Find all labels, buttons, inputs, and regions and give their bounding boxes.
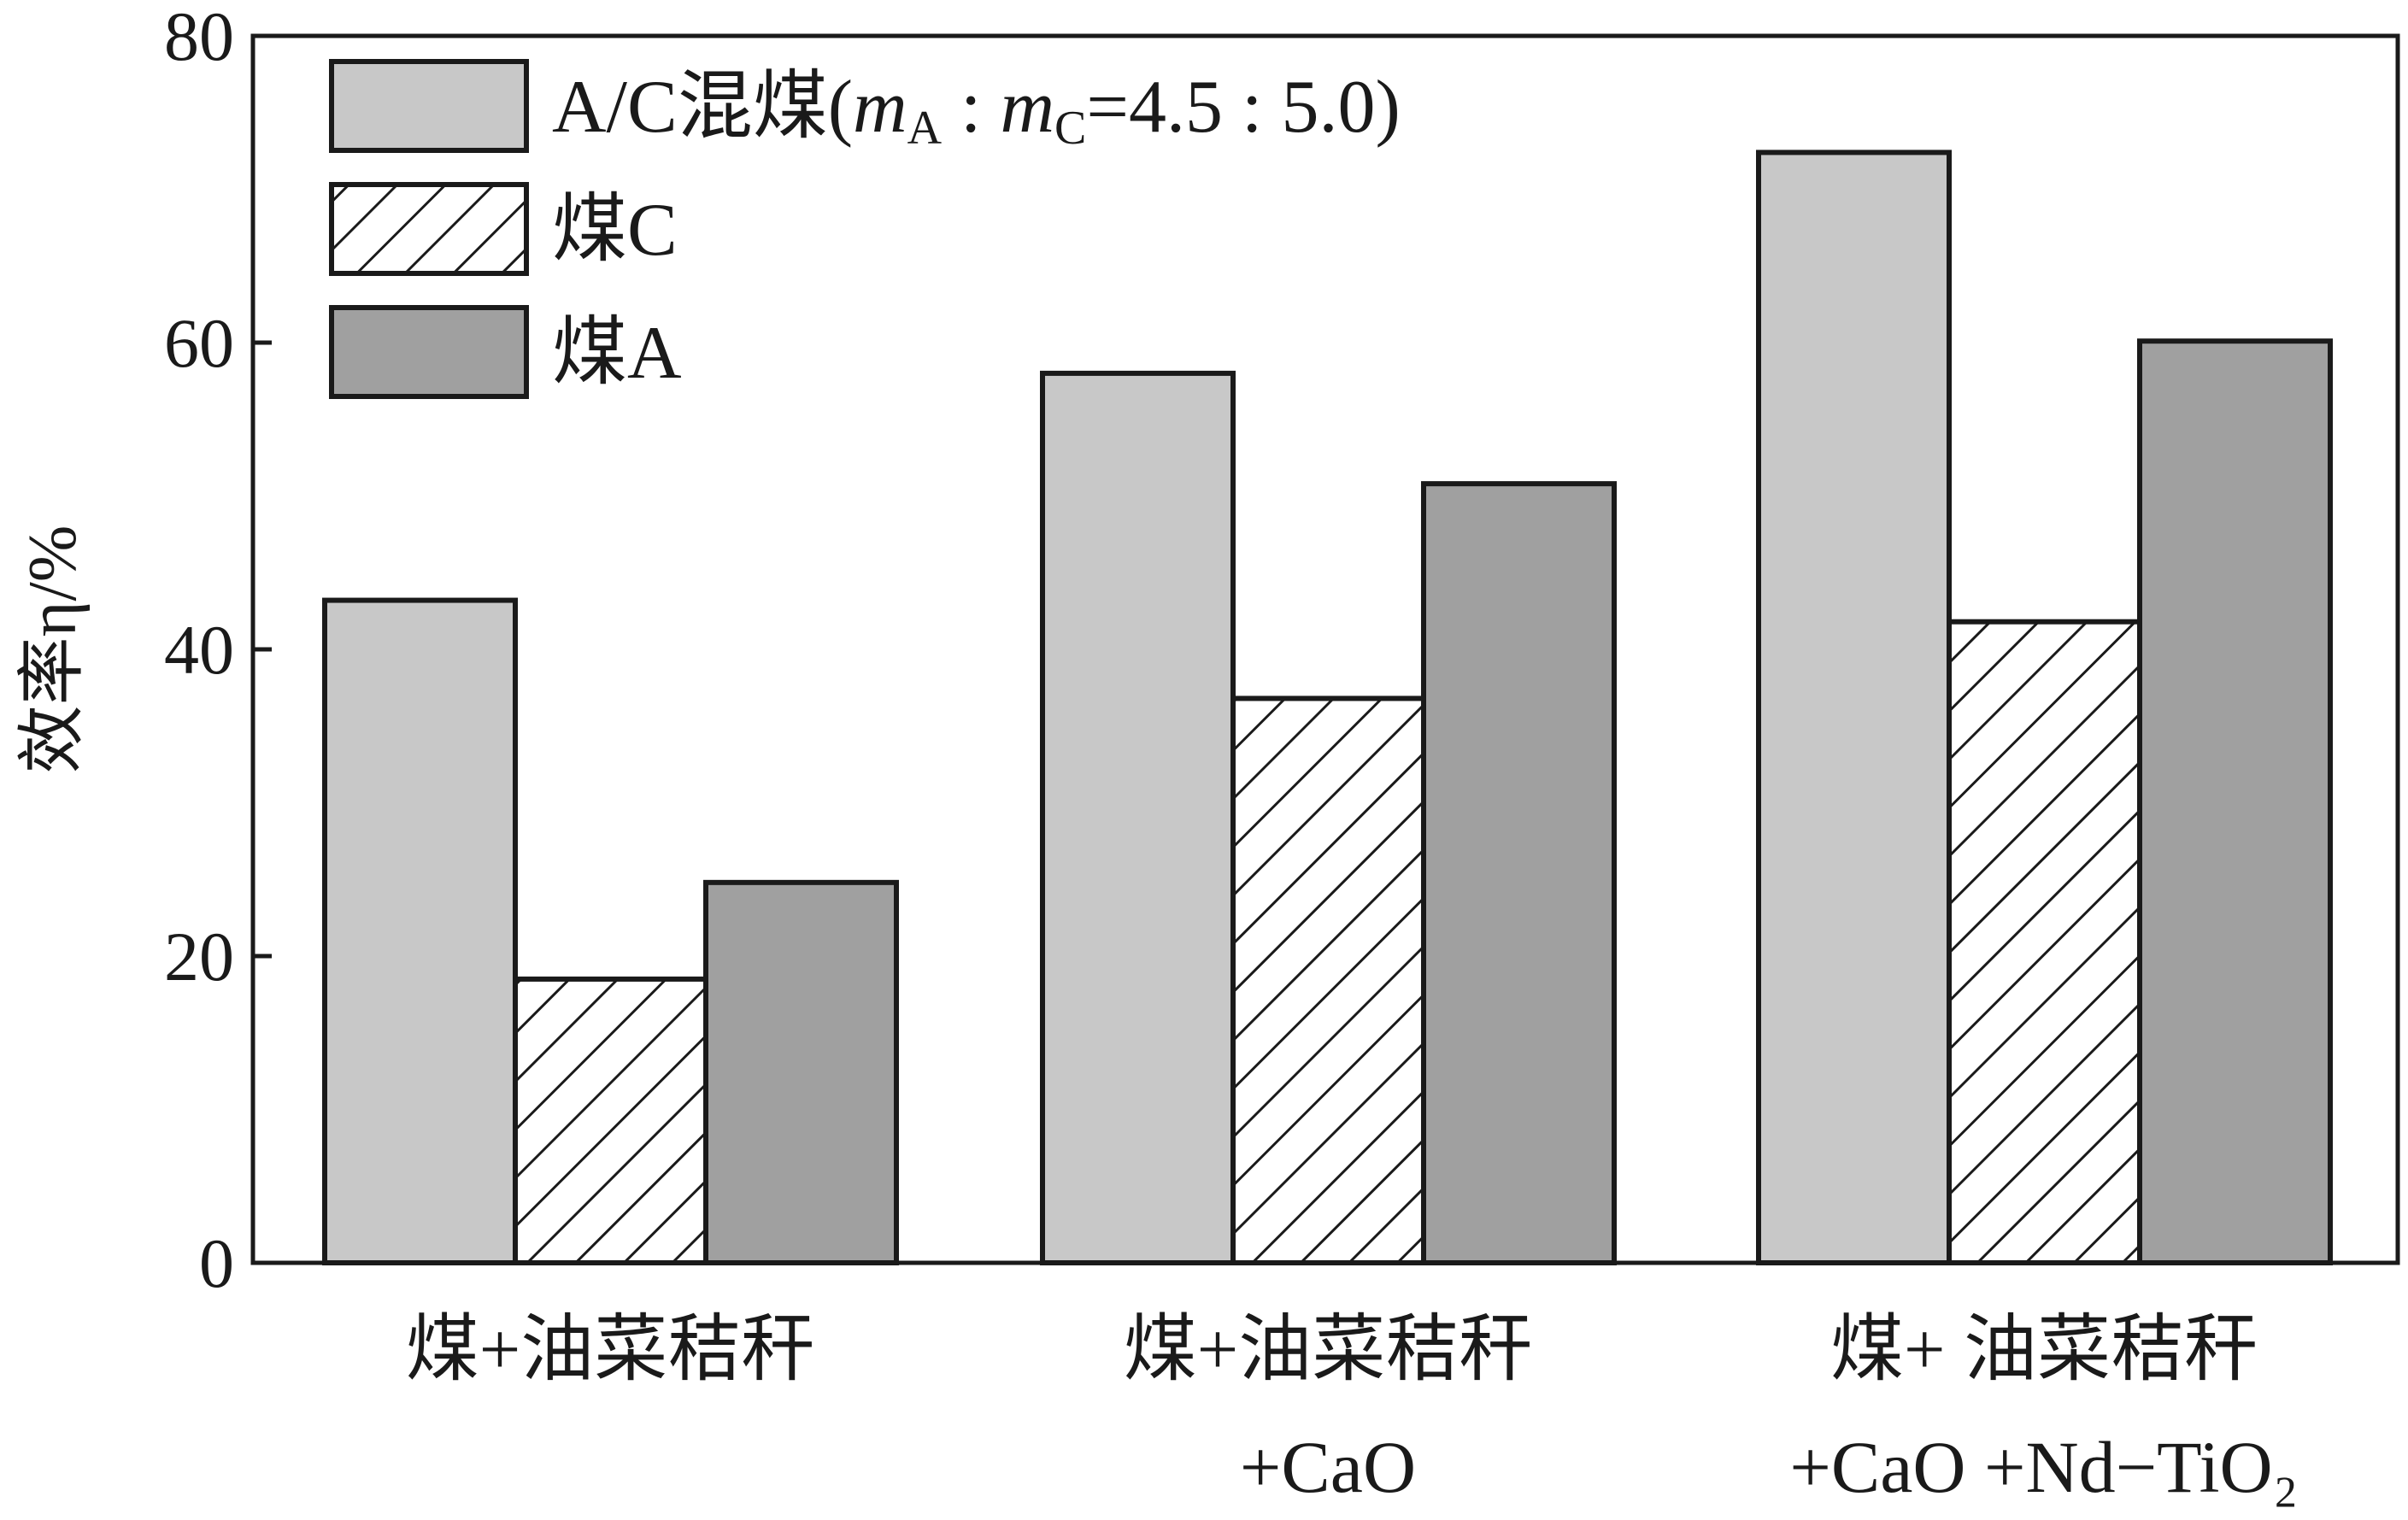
bar-1-1 xyxy=(322,597,518,1265)
bar-1-2 xyxy=(1040,370,1236,1265)
y-axis-label: 效率η/% xyxy=(15,525,91,774)
x-tick-label-2-2: +CaO xyxy=(1240,1426,1416,1508)
bar-2-3 xyxy=(1947,619,2142,1265)
bar-3-1 xyxy=(703,879,899,1265)
bar-2-1 xyxy=(513,976,708,1266)
y-tick-label-20: 20 xyxy=(164,918,234,995)
bars-group xyxy=(322,150,2333,1266)
legend-label-2: 煤C xyxy=(552,189,678,272)
legend-swatch-3 xyxy=(329,305,529,399)
bar-3-3 xyxy=(2137,338,2333,1266)
x-tick-label-3-2: +CaO +Nd−TiO₂ xyxy=(1789,1426,2298,1508)
axes-group: 0 20 40 60 80 效率η/% 煤+油菜秸秆 煤+油菜秸秆 +CaO 煤+ 油菜秸秆 +Ca… xyxy=(15,0,2400,1508)
x-tick-label-1-1: 煤+油菜秸秆 xyxy=(406,1308,815,1390)
bar-2-2 xyxy=(1230,695,1426,1265)
x-tick-label-2-1: 煤+油菜秸秆 xyxy=(1124,1308,1533,1390)
legend: A/C混煤(mA : mC=4.5 : 5.0) 煤C 煤A xyxy=(329,59,1401,399)
bar-1-3 xyxy=(1756,150,1952,1265)
y-tick-label-80: 80 xyxy=(164,0,234,75)
legend-swatch-2 xyxy=(329,182,529,276)
y-tick-label-0: 0 xyxy=(199,1224,234,1302)
bar-3-2 xyxy=(1421,481,1617,1265)
y-tick-label-40: 40 xyxy=(164,611,234,689)
legend-swatch-1 xyxy=(329,59,529,153)
legend-label-1: A/C混煤(mA : mC=4.5 : 5.0) xyxy=(552,66,1401,155)
legend-label-3: 煤A xyxy=(552,312,682,395)
y-tick-label-60: 60 xyxy=(164,304,234,382)
x-tick-label-3-1: 煤+ 油菜秸秆 xyxy=(1830,1308,2258,1390)
